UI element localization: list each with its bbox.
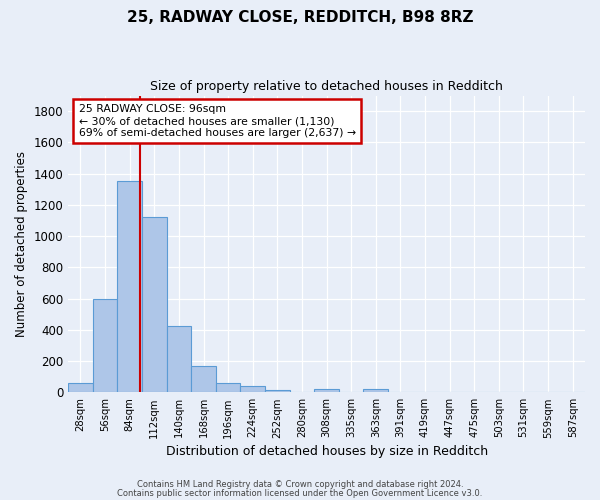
Bar (364, 389, 388, 392)
Bar (142, 218, 167, 392)
Text: Contains public sector information licensed under the Open Government Licence v3: Contains public sector information licen… (118, 488, 482, 498)
Bar (167, 326, 191, 392)
Bar (241, 386, 265, 392)
Text: 25 RADWAY CLOSE: 96sqm
← 30% of detached houses are smaller (1,130)
69% of semi-: 25 RADWAY CLOSE: 96sqm ← 30% of detached… (79, 104, 356, 138)
Bar (265, 390, 290, 392)
Bar (191, 366, 216, 392)
Bar (216, 383, 241, 392)
X-axis label: Distribution of detached houses by size in Redditch: Distribution of detached houses by size … (166, 444, 488, 458)
Bar (68, 383, 93, 392)
Bar (314, 389, 339, 392)
Bar (93, 298, 118, 392)
Bar (118, 182, 142, 392)
Y-axis label: Number of detached properties: Number of detached properties (15, 151, 28, 337)
Text: 25, RADWAY CLOSE, REDDITCH, B98 8RZ: 25, RADWAY CLOSE, REDDITCH, B98 8RZ (127, 10, 473, 25)
Title: Size of property relative to detached houses in Redditch: Size of property relative to detached ho… (150, 80, 503, 93)
Text: Contains HM Land Registry data © Crown copyright and database right 2024.: Contains HM Land Registry data © Crown c… (137, 480, 463, 489)
